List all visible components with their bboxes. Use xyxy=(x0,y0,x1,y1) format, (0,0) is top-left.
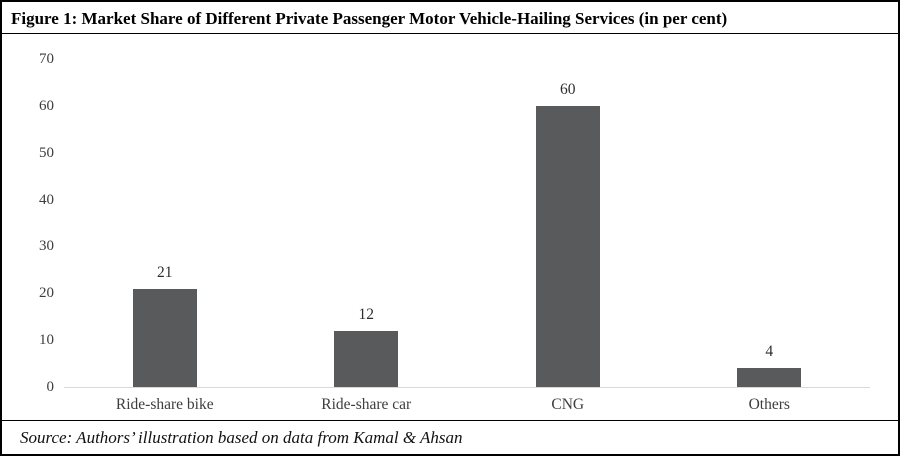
y-axis-tick-label: 30 xyxy=(39,238,54,255)
title-divider xyxy=(2,33,898,34)
bar-ride-share-car xyxy=(334,330,399,387)
source-note: Source: Authors’ illustration based on d… xyxy=(20,428,463,447)
bar-ride-share-bike xyxy=(132,288,197,387)
x-axis-line xyxy=(64,387,870,388)
bar-value-label: 4 xyxy=(765,343,774,361)
bar-value-label: 21 xyxy=(157,263,173,281)
y-axis-tick-label: 10 xyxy=(39,332,54,349)
y-axis-tick-label: 70 xyxy=(39,51,54,67)
bar-columns: 21 12 60 4 xyxy=(64,59,870,387)
bar-column: 21 xyxy=(64,59,266,387)
x-axis-category-label: Ride-share car xyxy=(321,396,412,413)
x-axis-category-label: Others xyxy=(748,396,790,413)
bar-column: 60 xyxy=(467,59,669,387)
x-axis-category-label: Ride-share bike xyxy=(115,396,214,413)
bar-column: 12 xyxy=(266,59,468,387)
y-axis-tick-label: 40 xyxy=(39,191,54,208)
bar-cng xyxy=(535,105,600,387)
x-axis-category-label: CNG xyxy=(551,396,585,413)
y-axis-tick-label: 50 xyxy=(39,144,54,161)
y-axis-tick-label: 0 xyxy=(46,379,55,395)
bar-value-label: 60 xyxy=(560,80,576,98)
x-axis-category-labels: Ride-share bike Ride-share car CNG Others xyxy=(64,395,870,415)
bar-column: 4 xyxy=(669,59,871,387)
y-axis-tick-label: 60 xyxy=(39,97,54,114)
plot-area: 21 12 60 4 xyxy=(64,59,870,388)
y-axis-tick-label: 20 xyxy=(39,285,54,302)
figure-title: Figure 1: Market Share of Different Priv… xyxy=(11,9,728,28)
bar-value-label: 12 xyxy=(358,305,375,323)
y-axis-tick-labels: 0 10 20 30 40 50 60 70 xyxy=(2,2,54,454)
bar-others xyxy=(737,368,802,387)
source-divider xyxy=(2,420,898,421)
